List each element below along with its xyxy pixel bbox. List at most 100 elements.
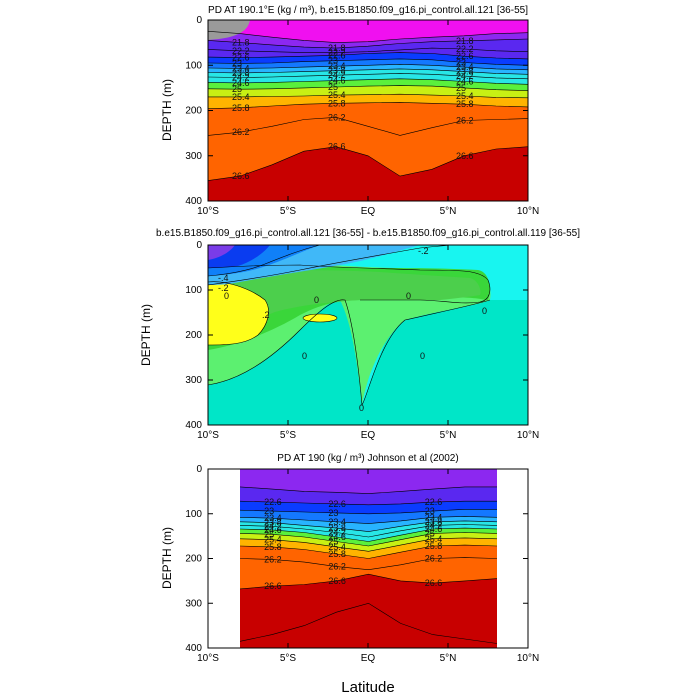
y-tick-label: 100 — [185, 509, 202, 520]
isopycnal-line-25.8 — [208, 102, 528, 109]
y-tick-label: 400 — [185, 196, 202, 207]
diff-label-neg2: -.2 — [218, 283, 229, 293]
isopycnal-line-23.4 — [240, 516, 497, 524]
x-tick-label: 5°S — [280, 653, 297, 664]
panel-2-contour-labels: -.4 -.2 -.2 0 0 0 0 0 0 0 .2 — [218, 246, 487, 413]
isopycnal-line-24.6 — [208, 78, 528, 85]
contour-label-26.2: 26.2 — [456, 115, 474, 125]
contour-label-25: 25 — [328, 536, 338, 546]
contour-label-25.4: 25.4 — [232, 92, 250, 102]
y-tick-label: 300 — [185, 375, 202, 386]
x-tick-label: 10°S — [197, 206, 219, 217]
panel-2-ylabel: DEPTH (m) — [139, 304, 153, 366]
x-tick-label: EQ — [361, 653, 376, 664]
y-tick-label: 100 — [185, 60, 202, 71]
isopycnal-line-25.4 — [240, 537, 497, 552]
contour-label-25.4: 25.4 — [425, 534, 443, 544]
contour-label-23.4: 23.4 — [328, 517, 346, 527]
contour-label-23: 23 — [328, 508, 338, 518]
panel-1-plot — [208, 20, 528, 201]
isopycnal-line-25 — [208, 85, 528, 91]
x-axis-label: Latitude — [341, 679, 394, 696]
contour-label-22.6: 22.6 — [328, 50, 346, 60]
contour-label-25.8: 25.8 — [328, 98, 346, 108]
panel-1-ylabel: DEPTH (m) — [160, 79, 174, 141]
y-tick-label: 0 — [196, 464, 202, 475]
x-tick-label: EQ — [361, 206, 376, 217]
contour-label-26.6: 26.6 — [328, 142, 346, 152]
isopycnal-line-23.8 — [240, 520, 497, 532]
contour-label-23.4: 23.4 — [328, 61, 346, 71]
contour-label-24.6: 24.6 — [264, 525, 282, 535]
diff-contour-0b — [208, 299, 491, 406]
isopycnal-line-21.4 — [208, 31, 528, 43]
diff-label-neg4: -.4 — [218, 273, 229, 283]
diff-contour-pos2a — [208, 281, 269, 346]
diff-region-yellow-center — [303, 314, 337, 322]
contour-label-26.6: 26.6 — [232, 171, 250, 181]
contour-label-24.2: 24.2 — [328, 528, 346, 538]
isopycnal-line-24.2 — [208, 73, 528, 80]
y-tick-label: 400 — [185, 420, 202, 431]
contour-label-22.6: 22.6 — [328, 499, 346, 509]
diff-label-zero-a: 0 — [224, 291, 229, 301]
y-tick-label: 0 — [196, 240, 202, 251]
diff-label-zero-e: 0 — [420, 351, 425, 361]
contour-label-23.4: 23.4 — [425, 512, 443, 522]
contour-label-25.8: 25.8 — [425, 541, 443, 551]
x-tick-label: EQ — [361, 430, 376, 441]
isopycnal-line-21.8 — [208, 38, 528, 49]
contour-label-24.2: 24.2 — [425, 520, 443, 530]
panel-1-contour-lines — [208, 31, 528, 181]
contour-label-26.2: 26.2 — [232, 127, 250, 137]
contour-label-24.6: 24.6 — [328, 532, 346, 542]
contour-label-25.4: 25.4 — [264, 535, 282, 545]
contour-label-25.8: 25.8 — [456, 99, 474, 109]
x-tick-label: 10°S — [197, 430, 219, 441]
diff-label-neg2b: -.2 — [418, 246, 429, 256]
y-tick-label: 400 — [185, 643, 202, 654]
contour-label-22.2: 22.2 — [328, 48, 346, 58]
diff-label-zero-f: 0 — [359, 403, 364, 413]
isopycnal-line-24.6 — [240, 527, 497, 542]
contour-label-23: 23 — [328, 56, 338, 66]
contour-label-24.6: 24.6 — [456, 77, 474, 87]
contour-label-25: 25 — [232, 84, 242, 94]
diff-region-teal — [208, 296, 528, 425]
y-tick-label: 200 — [185, 554, 202, 565]
diff-label-zero-g: 0 — [482, 306, 487, 316]
panel-1-grey-patch — [208, 20, 250, 40]
contour-label-26.2: 26.2 — [328, 562, 346, 572]
diff-label-zero-b: 0 — [314, 295, 319, 305]
panel-1-contour-labels: 21.821.821.822.2 22.2 22.222.6 22.6 22.623 23… — [232, 36, 474, 181]
contour-label-22.2: 22.2 — [232, 46, 250, 56]
x-tick-label: 5°N — [440, 206, 457, 217]
contour-label-23: 23 — [425, 506, 435, 516]
isopycnal-line-26.6 — [240, 573, 497, 590]
isopycnal-line-23.4 — [208, 63, 528, 71]
y-tick-label: 200 — [185, 330, 202, 341]
contour-label-25.8: 25.8 — [232, 103, 250, 113]
contour-label-25.8: 25.8 — [264, 542, 282, 552]
contour-label-24.6: 24.6 — [328, 76, 346, 86]
contour-label-24.6: 24.6 — [232, 78, 250, 88]
contour-label-26.2: 26.2 — [425, 554, 443, 564]
panel-2-title: b.e15.B1850.f09_g16.pi_control.all.121 [… — [156, 228, 580, 239]
panel-2-contour-lines — [208, 245, 491, 406]
panel-1: PD AT 190.1°E (kg / m³), b.e15.B1850.f09… — [160, 5, 539, 217]
y-tick-label: 200 — [185, 106, 202, 117]
contour-label-21.8: 21.8 — [456, 36, 474, 46]
y-tick-label: 0 — [196, 15, 202, 26]
x-tick-label: 10°S — [197, 653, 219, 664]
y-tick-label: 300 — [185, 598, 202, 609]
x-tick-label: 10°N — [517, 430, 539, 441]
diff-region-yellow-left — [208, 281, 269, 345]
isopycnal-line-23.8 — [208, 68, 528, 75]
contour-label-23.8: 23.8 — [328, 523, 346, 533]
contour-label-25: 25 — [456, 83, 466, 93]
isopycnal-line-24.2 — [240, 524, 497, 538]
x-tick-label: 5°N — [440, 430, 457, 441]
contour-label-22.6: 22.6 — [425, 497, 443, 507]
